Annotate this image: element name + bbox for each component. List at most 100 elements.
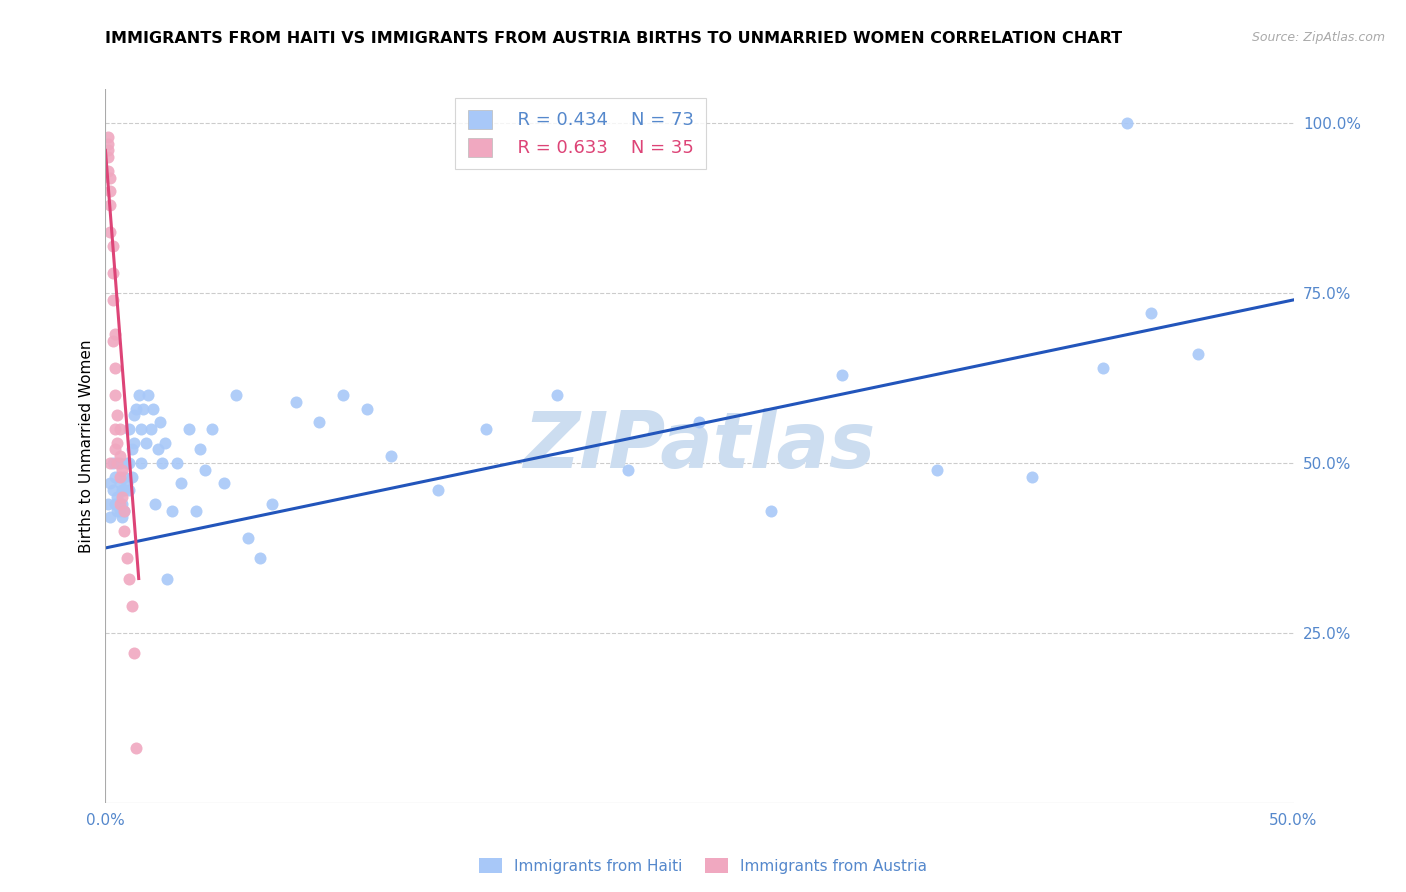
Point — [111, 463, 134, 477]
Point — [122, 646, 145, 660]
Point — [111, 497, 134, 511]
Point — [98, 225, 121, 239]
Point — [149, 415, 172, 429]
Point — [308, 415, 330, 429]
Point — [121, 469, 143, 483]
Point — [105, 435, 128, 450]
Point — [98, 198, 121, 212]
Point — [108, 422, 131, 436]
Point — [104, 388, 127, 402]
Point — [108, 497, 131, 511]
Point — [114, 483, 136, 498]
Point — [170, 476, 193, 491]
Y-axis label: Births to Unmarried Women: Births to Unmarried Women — [79, 339, 94, 553]
Point — [97, 129, 120, 144]
Point — [284, 394, 307, 409]
Point — [135, 435, 157, 450]
Point — [105, 503, 128, 517]
Point — [474, 422, 496, 436]
Point — [143, 497, 166, 511]
Point — [105, 409, 128, 423]
Point — [156, 572, 179, 586]
Point — [139, 422, 162, 436]
Point — [225, 388, 247, 402]
Point — [108, 449, 131, 463]
Point — [115, 456, 138, 470]
Point — [114, 524, 136, 538]
Text: ZIPatlas: ZIPatlas — [523, 408, 876, 484]
Point — [128, 388, 150, 402]
Point — [98, 184, 121, 198]
Point — [104, 360, 127, 375]
Point — [104, 326, 127, 341]
Point — [118, 483, 141, 498]
Point — [121, 442, 143, 457]
Point — [121, 599, 143, 613]
Point — [166, 456, 188, 470]
Point — [115, 551, 138, 566]
Point — [104, 469, 127, 483]
Point — [108, 476, 131, 491]
Point — [97, 136, 120, 151]
Point — [1021, 469, 1043, 483]
Point — [1187, 347, 1209, 361]
Point — [118, 572, 141, 586]
Point — [129, 422, 152, 436]
Point — [146, 442, 169, 457]
Point — [153, 435, 176, 450]
Point — [98, 476, 121, 491]
Point — [111, 510, 134, 524]
Point — [689, 415, 711, 429]
Point — [108, 456, 131, 470]
Point — [1116, 116, 1139, 130]
Point — [136, 388, 159, 402]
Point — [1092, 360, 1115, 375]
Point — [184, 503, 207, 517]
Point — [122, 435, 145, 450]
Point — [98, 510, 121, 524]
Point — [104, 497, 127, 511]
Point — [98, 170, 121, 185]
Point — [104, 442, 127, 457]
Point — [617, 463, 640, 477]
Point — [380, 449, 402, 463]
Point — [101, 293, 124, 307]
Point — [160, 503, 183, 517]
Point — [236, 531, 259, 545]
Point — [125, 741, 148, 756]
Point — [194, 463, 217, 477]
Text: Source: ZipAtlas.com: Source: ZipAtlas.com — [1251, 31, 1385, 45]
Point — [142, 401, 165, 416]
Point — [98, 456, 121, 470]
Point — [260, 497, 283, 511]
Point — [101, 456, 124, 470]
Point — [108, 469, 131, 483]
Point — [125, 401, 148, 416]
Point — [249, 551, 271, 566]
Point — [201, 422, 224, 436]
Point — [118, 422, 141, 436]
Point — [101, 334, 124, 348]
Point — [122, 409, 145, 423]
Point — [114, 503, 136, 517]
Point — [97, 497, 120, 511]
Point — [427, 483, 450, 498]
Point — [104, 422, 127, 436]
Point — [132, 401, 155, 416]
Point — [105, 490, 128, 504]
Point — [546, 388, 568, 402]
Point — [101, 238, 124, 252]
Legend: Immigrants from Haiti, Immigrants from Austria: Immigrants from Haiti, Immigrants from A… — [472, 852, 934, 880]
Point — [118, 456, 141, 470]
Point — [759, 503, 782, 517]
Point — [190, 442, 212, 457]
Point — [97, 163, 120, 178]
Legend:   R = 0.434    N = 73,   R = 0.633    N = 35: R = 0.434 N = 73, R = 0.633 N = 35 — [456, 98, 706, 169]
Point — [114, 503, 136, 517]
Point — [129, 456, 152, 470]
Point — [114, 469, 136, 483]
Point — [115, 476, 138, 491]
Point — [332, 388, 354, 402]
Point — [356, 401, 378, 416]
Point — [177, 422, 200, 436]
